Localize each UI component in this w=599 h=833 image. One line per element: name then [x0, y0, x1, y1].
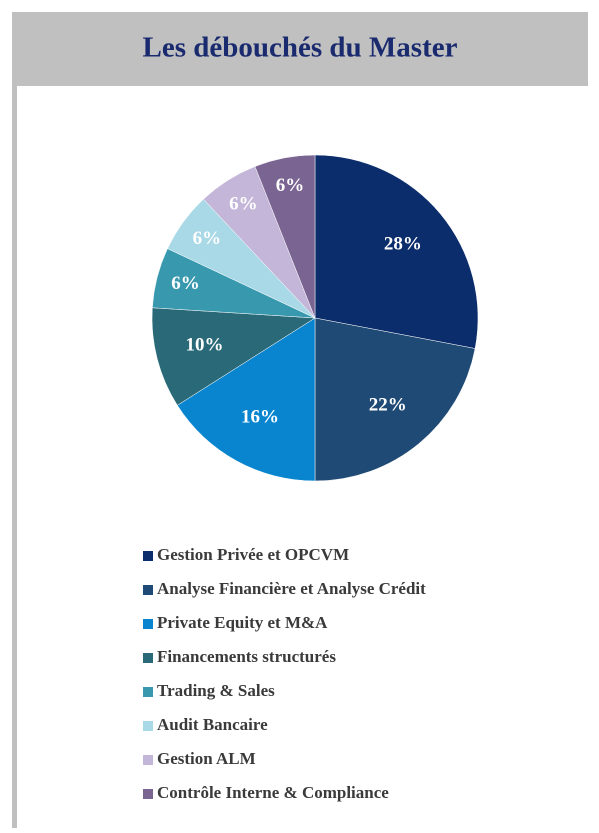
legend-label: Trading & Sales: [157, 681, 275, 700]
legend-swatch: [143, 721, 153, 731]
pie-slice: [254, 154, 316, 319]
data-label: 10%: [185, 335, 223, 356]
legend-swatch: [143, 619, 153, 629]
title-bar: [12, 12, 588, 86]
data-label: 22%: [369, 394, 407, 415]
left-border: [12, 86, 17, 828]
pie-slice: [151, 307, 316, 406]
legend-label: Audit Bancaire: [157, 715, 268, 734]
data-label: 16%: [241, 406, 279, 427]
legend-swatch: [143, 789, 153, 799]
legend-label: Financements structurés: [157, 647, 336, 666]
legend-swatch: [143, 551, 153, 561]
legend-label: Analyse Financière et Analyse Crédit: [157, 579, 426, 598]
legend-label: Private Equity et M&A: [157, 613, 328, 632]
pie-slice: [314, 317, 476, 482]
legend-label: Gestion ALM: [157, 749, 256, 768]
legend-label: Contrôle Interne & Compliance: [157, 783, 389, 802]
data-label: 28%: [384, 234, 422, 255]
data-label: 6%: [193, 228, 222, 249]
legend-swatch: [143, 687, 153, 697]
legend-swatch: [143, 755, 153, 765]
legend-swatch: [143, 585, 153, 595]
data-label: 6%: [276, 175, 305, 196]
legend-label: Gestion Privée et OPCVM: [157, 545, 349, 564]
data-label: 6%: [229, 194, 258, 215]
data-label: 6%: [171, 273, 200, 294]
pie-slice: [177, 317, 316, 482]
chart-title: Les débouchés du Master: [143, 32, 458, 64]
legend-swatch: [143, 653, 153, 663]
pie-slice: [314, 154, 479, 349]
